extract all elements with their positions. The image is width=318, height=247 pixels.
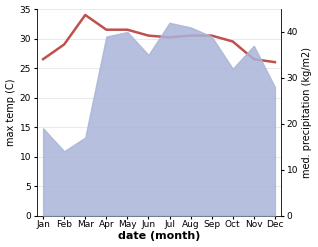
Y-axis label: med. precipitation (kg/m2): med. precipitation (kg/m2) bbox=[302, 47, 313, 178]
Y-axis label: max temp (C): max temp (C) bbox=[5, 79, 16, 146]
X-axis label: date (month): date (month) bbox=[118, 231, 200, 242]
